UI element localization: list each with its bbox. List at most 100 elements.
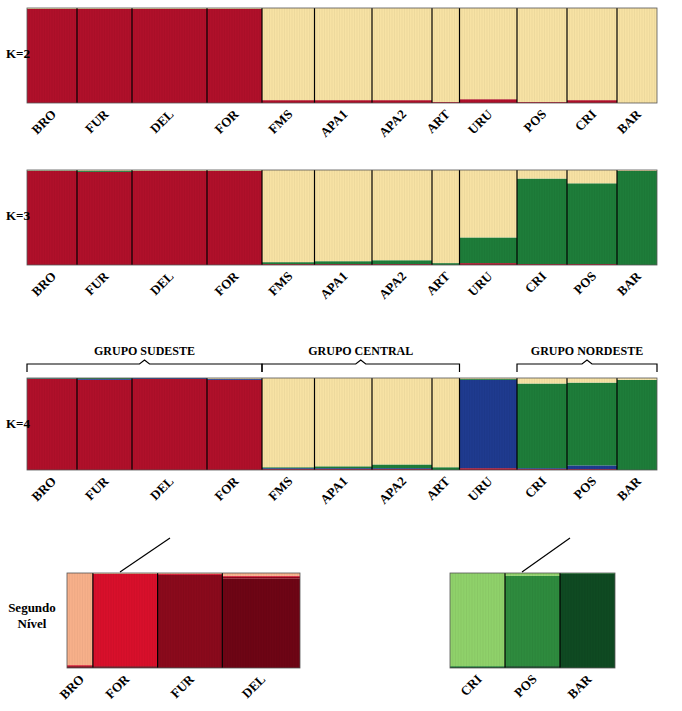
individual-divider <box>577 378 578 470</box>
individual-divider <box>139 573 140 668</box>
individual-divider <box>342 8 343 103</box>
ancestry-segment <box>617 171 657 265</box>
population-label: BAR <box>565 671 595 701</box>
individual-divider <box>543 573 544 668</box>
individual-divider <box>319 378 320 470</box>
individual-divider <box>587 378 588 470</box>
population-border <box>566 378 567 470</box>
individual-divider <box>170 573 171 668</box>
individual-divider <box>551 573 552 668</box>
panel-label-line: K=4 <box>6 416 31 431</box>
population-border <box>92 573 93 668</box>
individual-divider <box>589 8 590 103</box>
individual-divider <box>294 378 295 470</box>
individual-divider <box>522 378 523 470</box>
individual-divider <box>217 8 218 103</box>
individual-divider <box>357 170 358 265</box>
plot-area <box>27 170 657 265</box>
individual-divider <box>399 378 400 470</box>
population-label: CRI <box>457 672 484 699</box>
individual-divider <box>532 573 533 668</box>
individual-divider <box>294 170 295 265</box>
population-label: APA2 <box>376 107 409 140</box>
individual-divider <box>484 378 485 470</box>
individual-divider <box>164 170 165 265</box>
individual-divider <box>152 170 153 265</box>
individual-divider <box>117 170 118 265</box>
individual-divider <box>582 170 583 265</box>
individual-divider <box>507 170 508 265</box>
individual-divider <box>149 573 150 668</box>
individual-divider <box>229 8 230 103</box>
individual-divider <box>487 378 488 470</box>
individual-divider <box>62 8 63 103</box>
individual-divider <box>414 378 415 470</box>
individual-divider <box>122 8 123 103</box>
individual-divider <box>324 378 325 470</box>
individual-divider <box>472 8 473 103</box>
individual-divider <box>211 573 212 668</box>
individual-divider <box>187 8 188 103</box>
individual-divider <box>374 170 375 265</box>
individual-divider <box>512 8 513 103</box>
individual-divider <box>444 170 445 265</box>
individual-divider <box>494 170 495 265</box>
group-brace <box>517 360 657 372</box>
individual-divider <box>268 573 269 668</box>
individual-divider <box>629 170 630 265</box>
individual-divider <box>174 8 175 103</box>
individual-divider <box>232 573 233 668</box>
population-border <box>431 378 432 470</box>
population-border <box>157 573 158 668</box>
individual-divider <box>219 378 220 470</box>
individual-divider <box>287 378 288 470</box>
individual-divider <box>609 378 610 470</box>
individual-divider <box>582 8 583 103</box>
individual-divider <box>447 8 448 103</box>
individual-divider <box>269 378 270 470</box>
individual-divider <box>352 378 353 470</box>
individual-divider <box>634 170 635 265</box>
individual-divider <box>509 378 510 470</box>
individual-divider <box>504 170 505 265</box>
individual-divider <box>462 8 463 103</box>
individual-divider <box>569 378 570 470</box>
individual-divider <box>547 170 548 265</box>
individual-divider <box>307 8 308 103</box>
individual-divider <box>455 573 456 668</box>
individual-divider <box>349 170 350 265</box>
individual-divider <box>162 8 163 103</box>
individual-divider <box>614 8 615 103</box>
individual-divider <box>347 378 348 470</box>
individual-divider <box>77 573 78 668</box>
individual-divider <box>243 573 244 668</box>
individual-divider <box>489 170 490 265</box>
individual-divider <box>82 378 83 470</box>
individual-divider <box>487 8 488 103</box>
individual-divider <box>309 170 310 265</box>
population-label: BRO <box>29 474 60 505</box>
individual-divider <box>607 8 608 103</box>
individual-divider <box>287 8 288 103</box>
individual-divider <box>437 8 438 103</box>
individual-divider <box>299 378 300 470</box>
individual-divider <box>559 8 560 103</box>
ancestry-segment <box>432 467 460 470</box>
individual-divider <box>394 378 395 470</box>
individual-divider <box>402 170 403 265</box>
individual-divider <box>604 378 605 470</box>
individual-divider <box>247 170 248 265</box>
individual-divider <box>539 378 540 470</box>
individual-divider <box>584 378 585 470</box>
individual-divider <box>82 573 83 668</box>
individual-divider <box>199 170 200 265</box>
individual-divider <box>399 170 400 265</box>
individual-divider <box>199 573 200 668</box>
individual-divider <box>184 170 185 265</box>
population-label: APA1 <box>317 269 350 302</box>
individual-divider <box>509 8 510 103</box>
individual-divider <box>649 8 650 103</box>
individual-divider <box>72 378 73 470</box>
population-border <box>516 170 517 265</box>
individual-divider <box>584 573 585 668</box>
